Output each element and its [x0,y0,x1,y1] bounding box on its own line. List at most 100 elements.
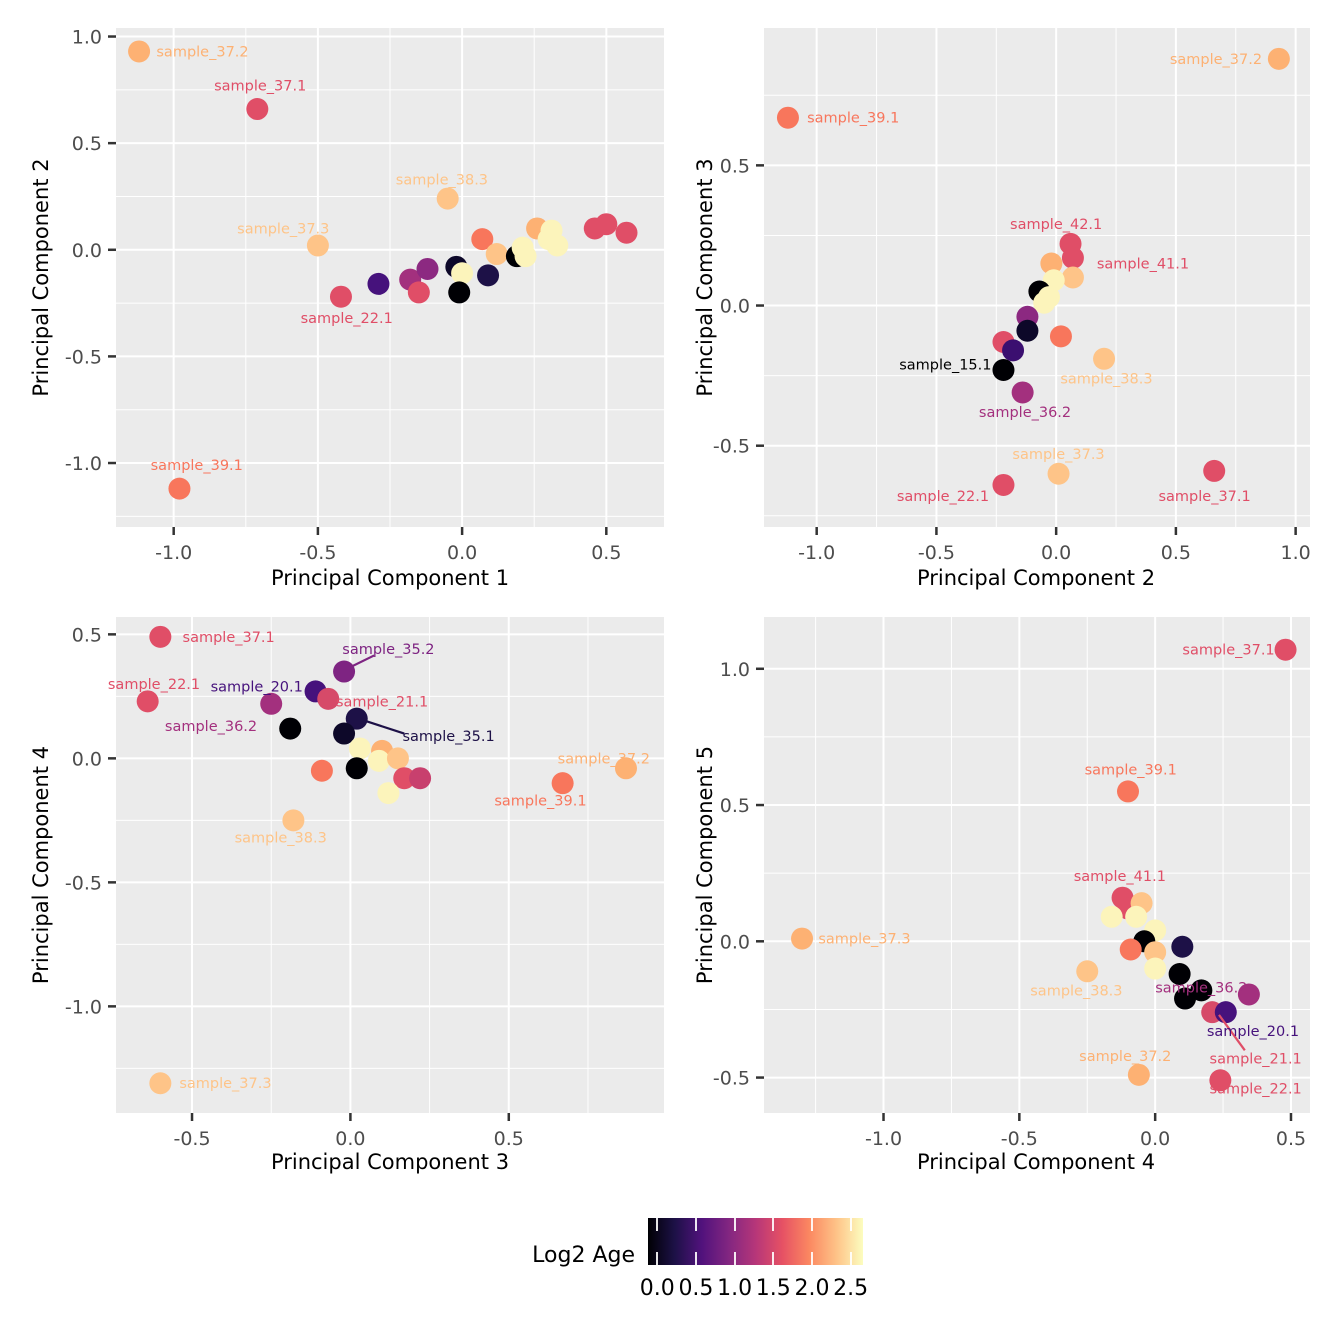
x-axis-title-pc3: Principal Component 3 [270,1150,510,1174]
data-point [386,747,409,770]
x-tick-label: 0.5 [1161,542,1191,564]
data-point [471,228,494,251]
sample-label: sample_41.1 [1097,256,1189,272]
data-point [1100,905,1123,928]
data-point [1267,47,1290,70]
sample-label: sample_37.3 [179,1076,271,1092]
x-tick-label: 0.5 [591,542,621,564]
data-point [348,737,371,760]
sample-label: sample_22.1 [301,311,393,327]
colorbar-tick [733,1218,736,1231]
y-axis-title-pc3: Principal Component 3 [693,158,717,397]
data-point [168,477,191,500]
sample-label: sample_38.3 [1030,983,1122,999]
data-point [511,236,534,259]
data-point [407,281,430,304]
data-point [1190,979,1213,1002]
data-point [1203,459,1226,482]
sample-label: sample_36.2 [979,405,1071,421]
y-tick-label: -0.5 [65,872,102,894]
data-point [1237,983,1260,1006]
data-point [367,272,390,295]
y-tick-label: 1.0 [720,659,750,681]
colorbar-tick [772,1218,775,1231]
data-point [1274,638,1297,661]
colorbar-tick [810,1218,813,1231]
sample-label: sample_37.2 [558,751,650,767]
data-point [317,687,340,710]
data-point [1037,286,1060,309]
x-tick-label: 1.0 [1281,542,1311,564]
sample-label: sample_21.1 [336,694,428,710]
sample-label: sample_22.1 [897,489,989,505]
sample-label: sample_21.1 [1210,1051,1302,1067]
colorbar-tick-labels: 0.0 0.5 1.0 1.5 2.0 2.5 [640,1276,868,1304]
data-point [1093,347,1116,370]
colorbar-tick [849,1218,852,1231]
y-tick-label: 0.0 [720,931,750,953]
label-leader-line [365,720,405,735]
y-tick-label: -1.0 [65,453,102,475]
x-axis-title-pc1: Principal Component 1 [270,566,510,590]
y-tick-label: -0.5 [713,1068,750,1090]
data-point [1119,938,1142,961]
data-point [540,219,563,242]
panel-background [116,617,664,1113]
y-tick-label: 0.0 [72,240,102,262]
sample-label: sample_39.1 [494,794,586,810]
y-tick-label: 0.0 [720,296,750,318]
data-point [451,262,474,285]
data-point [260,692,283,715]
data-point [333,660,356,683]
label-leader-line [348,654,375,669]
sample-label: sample_37.2 [1170,52,1262,68]
data-point [409,767,432,790]
colorbar-tick-label: 2.5 [833,1276,869,1301]
sample-label: sample_37.1 [214,79,306,95]
data-point [1214,1001,1237,1024]
x-tick-label: -1.0 [865,1128,902,1150]
data-point [992,473,1015,496]
y-tick-label: 1.0 [72,27,102,49]
x-tick-label: -1.0 [155,542,192,564]
x-tick-label: -0.5 [299,542,336,564]
y-tick-label: 0.5 [72,624,102,646]
y-axis-title-pc4: Principal Component 4 [29,745,53,985]
sample-label: sample_37.1 [183,630,275,646]
sample-label: sample_22.1 [108,677,200,693]
data-point [149,625,172,648]
sample-label: sample_37.1 [1158,489,1250,505]
data-point [477,264,500,287]
pca-plot-pc2-pc3: -1.0 -0.5 0.0 0.5 1.0 0.5 0.0 -0.5 sample_37.2sa… [713,28,1311,564]
colorbar-tick-label: 0.0 [639,1276,675,1301]
colorbar-tick [733,1252,736,1265]
sample-label: sample_39.1 [807,111,899,127]
y-axis-title-pc2: Principal Component 2 [29,158,53,397]
data-point [614,757,637,780]
sample-label: sample_37.1 [1182,643,1274,659]
data-point [1002,339,1025,362]
y-tick-label: -0.5 [713,436,750,458]
x-axis-title-pc4: Principal Component 4 [916,1150,1156,1174]
colorbar-tick [694,1252,697,1265]
data-point [393,767,416,790]
data-point [1125,905,1148,928]
sample-label: sample_36.2 [1155,981,1247,997]
sample-label: sample_42.1 [1010,217,1102,233]
x-tick-label: -0.5 [173,1128,210,1150]
y-tick-label: 0.5 [720,155,750,177]
data-point [377,782,400,805]
data-point [595,213,618,236]
sample-label: sample_35.2 [342,642,434,658]
sample-label: sample_20.1 [1207,1024,1299,1040]
sample-label: sample_37.3 [237,221,329,237]
pca-plot-pc3-pc4: -0.5 0.0 0.5 0.5 0.0 -0.5 -1.0 sample_37.1sampl… [65,617,664,1150]
data-point [1040,252,1063,275]
colorbar-tick-label: 1.0 [717,1276,753,1301]
sample-label: sample_38.3 [235,831,327,847]
sample-label: sample_39.1 [1085,763,1177,779]
data-point [367,749,390,772]
colorbar-tick [810,1252,813,1265]
data-point [345,757,368,780]
y-tick-label: 0.5 [72,133,102,155]
